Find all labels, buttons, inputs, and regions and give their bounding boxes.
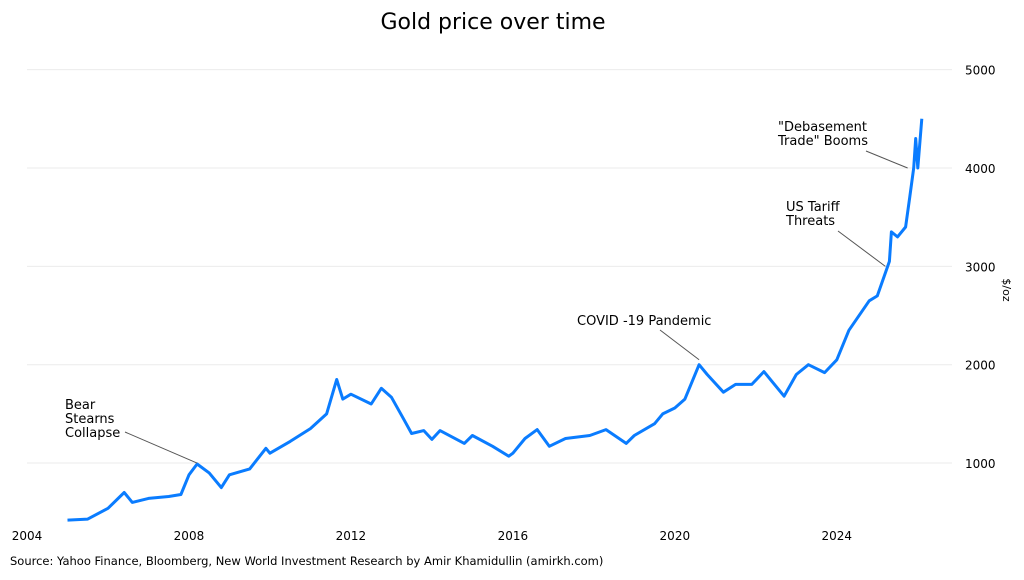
y-tick-label: 5000	[965, 64, 996, 78]
annotation-arrow	[659, 329, 700, 361]
annotation-text: US Tariff	[786, 200, 841, 215]
annotation-text: Threats	[785, 214, 835, 229]
annotation-text: Bear	[65, 398, 96, 413]
annotation: COVID -19 Pandemic	[577, 314, 711, 361]
annotation-text: Stearns	[65, 412, 115, 427]
annotation-text: Trade" Booms	[777, 134, 868, 149]
annotation-arrow	[124, 431, 198, 464]
x-tick-label: 2020	[660, 529, 691, 543]
x-tick-label: 2016	[498, 529, 529, 543]
y-tick-label: 1000	[965, 457, 996, 471]
y-tick-label: 3000	[965, 260, 996, 274]
x-tick-label: 2008	[174, 529, 205, 543]
annotation-arrow	[865, 150, 908, 169]
x-tick-label: 2012	[336, 529, 367, 543]
annotation-arrow	[837, 230, 886, 267]
source-note: Source: Yahoo Finance, Bloomberg, New Wo…	[10, 554, 603, 568]
y-axis-label: $/oz	[1000, 278, 1013, 301]
annotation-text: Collapse	[65, 426, 120, 441]
chart-title: Gold price over time	[380, 10, 605, 35]
annotation-text: COVID -19 Pandemic	[577, 314, 711, 329]
x-tick-label: 2024	[822, 529, 853, 543]
y-tick-label: 2000	[965, 359, 996, 373]
y-tick-label: 4000	[965, 162, 996, 176]
x-tick-label: 2004	[12, 529, 43, 543]
annotation-text: "Debasement	[778, 120, 867, 135]
gold-price-line	[67, 118, 924, 522]
